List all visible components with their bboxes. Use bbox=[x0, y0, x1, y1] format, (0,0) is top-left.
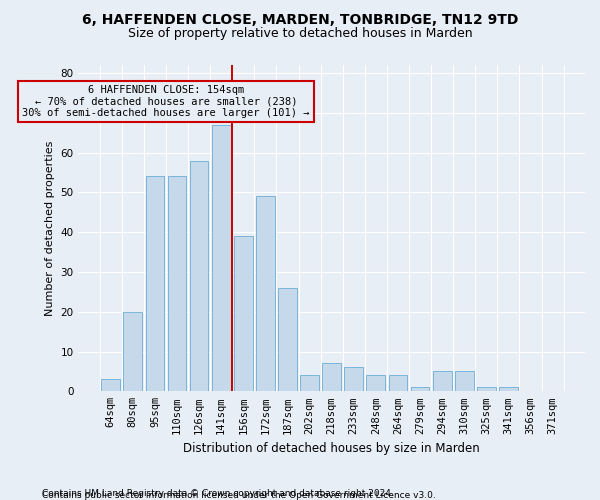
Bar bbox=[212, 124, 230, 392]
Text: Contains HM Land Registry data © Crown copyright and database right 2024.: Contains HM Land Registry data © Crown c… bbox=[42, 488, 394, 498]
Bar bbox=[344, 368, 363, 392]
Text: 6, HAFFENDEN CLOSE, MARDEN, TONBRIDGE, TN12 9TD: 6, HAFFENDEN CLOSE, MARDEN, TONBRIDGE, T… bbox=[82, 12, 518, 26]
Bar bbox=[499, 388, 518, 392]
Bar bbox=[300, 376, 319, 392]
Bar bbox=[322, 364, 341, 392]
Bar bbox=[433, 372, 452, 392]
Bar bbox=[410, 388, 430, 392]
Bar bbox=[167, 176, 187, 392]
Bar bbox=[367, 376, 385, 392]
Bar bbox=[234, 236, 253, 392]
Bar bbox=[455, 372, 473, 392]
Bar bbox=[146, 176, 164, 392]
Bar bbox=[190, 160, 208, 392]
Bar bbox=[101, 380, 120, 392]
Bar bbox=[278, 288, 297, 392]
Text: Contains public sector information licensed under the Open Government Licence v3: Contains public sector information licen… bbox=[42, 491, 436, 500]
Bar bbox=[256, 196, 275, 392]
Y-axis label: Number of detached properties: Number of detached properties bbox=[45, 140, 55, 316]
Text: 6 HAFFENDEN CLOSE: 154sqm
← 70% of detached houses are smaller (238)
30% of semi: 6 HAFFENDEN CLOSE: 154sqm ← 70% of detac… bbox=[22, 85, 310, 118]
Bar bbox=[124, 312, 142, 392]
Bar bbox=[389, 376, 407, 392]
Text: Size of property relative to detached houses in Marden: Size of property relative to detached ho… bbox=[128, 28, 472, 40]
Bar bbox=[477, 388, 496, 392]
X-axis label: Distribution of detached houses by size in Marden: Distribution of detached houses by size … bbox=[183, 442, 480, 455]
